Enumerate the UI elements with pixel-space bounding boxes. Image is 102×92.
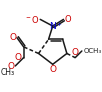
Text: O: O [49, 65, 56, 74]
Text: O: O [72, 48, 79, 57]
Text: OCH₃: OCH₃ [84, 48, 102, 54]
Text: $+$: $+$ [56, 20, 62, 28]
Text: CH₃: CH₃ [0, 68, 14, 77]
Text: N: N [49, 22, 56, 31]
Text: $\mathregular{^-}$O: $\mathregular{^-}$O [24, 14, 39, 25]
Text: O: O [64, 15, 71, 24]
Text: O: O [9, 33, 16, 42]
Text: O: O [7, 62, 14, 71]
Text: O: O [15, 53, 22, 62]
